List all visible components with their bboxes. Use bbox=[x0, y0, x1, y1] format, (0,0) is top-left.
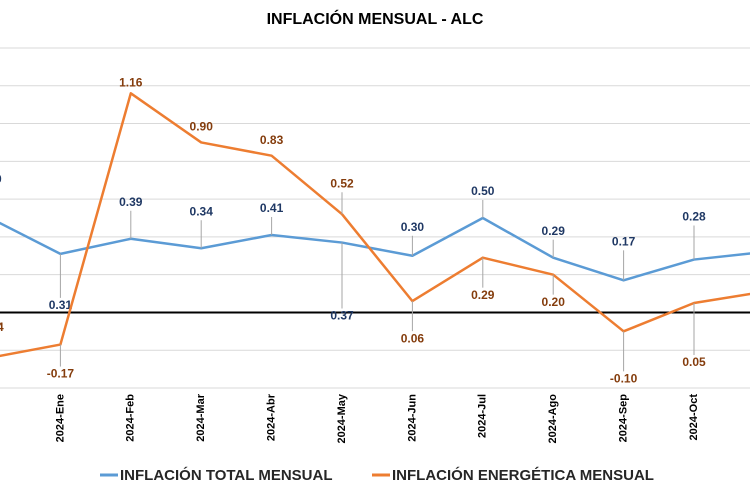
data-label: 0.41 bbox=[260, 201, 284, 215]
line-series bbox=[0, 216, 750, 282]
x-tick-label: 2024-Oct bbox=[688, 394, 700, 441]
x-tick-label: 2024-Abr bbox=[266, 393, 278, 441]
data-label: 1.16 bbox=[119, 76, 143, 90]
x-tick-label: 2024-Ene bbox=[54, 394, 66, 442]
data-label: 0.34 bbox=[190, 204, 214, 218]
data-label: 0.90 bbox=[190, 120, 214, 134]
data-label: 0.52 bbox=[330, 176, 354, 190]
data-label: -0.10 bbox=[610, 372, 638, 386]
chart-title: INFLACIÓN MENSUAL - ALC bbox=[267, 9, 484, 28]
x-tick-label: 2024-May bbox=[336, 393, 348, 443]
data-label: 0.29 bbox=[471, 288, 495, 302]
line-series bbox=[0, 92, 750, 358]
x-tick-label: 2024-Ago bbox=[547, 394, 559, 444]
data-label: 0.50 bbox=[0, 172, 2, 186]
data-label: 0.50 bbox=[471, 184, 495, 198]
x-tick-label: 2024-Mar bbox=[195, 393, 207, 441]
legend-label: INFLACIÓN ENERGÉTICA MENSUAL bbox=[392, 466, 654, 484]
data-label: 0.31 bbox=[49, 298, 73, 312]
data-label: 0.06 bbox=[401, 331, 425, 345]
data-label: 0.17 bbox=[612, 235, 636, 249]
data-label: 0.39 bbox=[119, 195, 143, 209]
x-tick-label: 2024-Jun bbox=[406, 394, 418, 442]
data-label: 0.20 bbox=[542, 295, 566, 309]
x-tick-label: 2024-Feb bbox=[125, 394, 137, 442]
x-tick-label: 2024-Sep bbox=[618, 394, 630, 443]
legend-label: INFLACIÓN TOTAL MENSUAL bbox=[120, 466, 333, 484]
data-label: 0.29 bbox=[542, 224, 566, 238]
data-label: 0.05 bbox=[682, 355, 706, 369]
data-label: 0.28 bbox=[682, 210, 706, 224]
x-tick-label: 2024-Jul bbox=[477, 394, 489, 438]
data-label: 0.37 bbox=[330, 309, 354, 323]
data-label: 0.83 bbox=[260, 133, 284, 147]
data-label: 0.30 bbox=[401, 220, 425, 234]
data-label: -0.24 bbox=[0, 320, 4, 334]
data-label: -0.17 bbox=[47, 367, 75, 381]
